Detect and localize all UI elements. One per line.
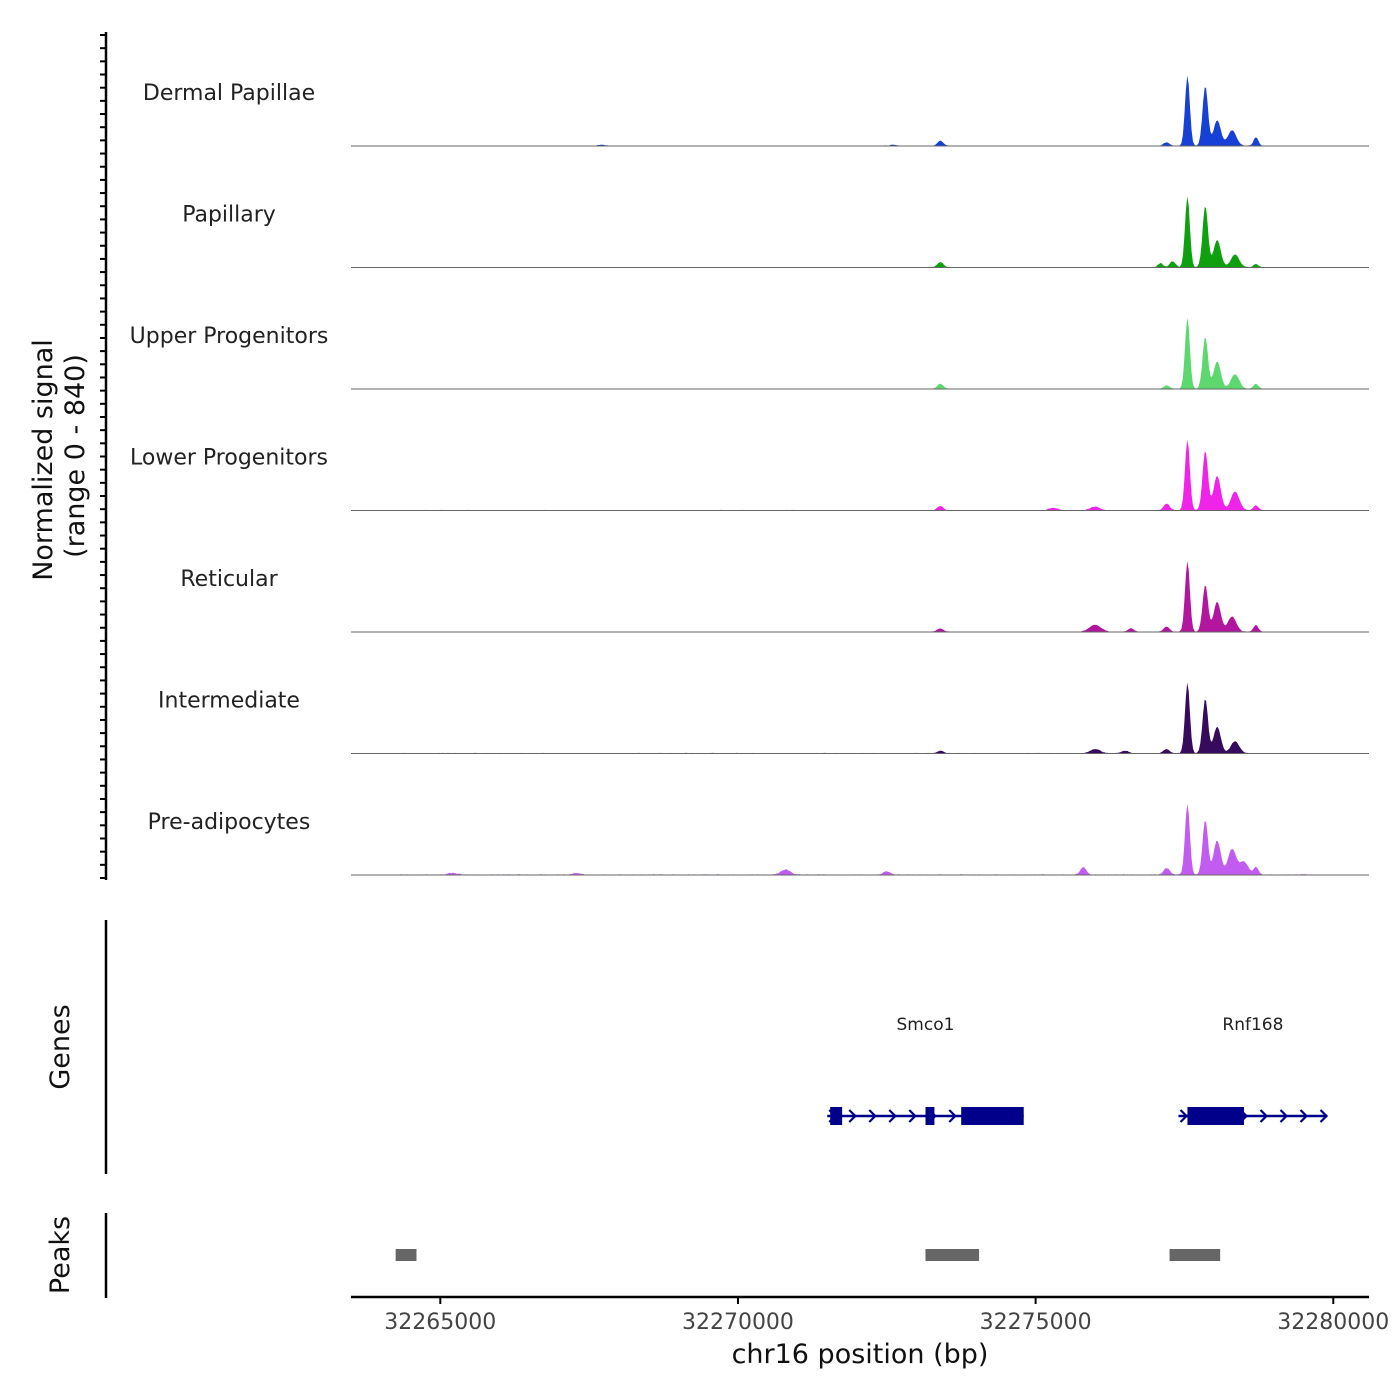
coverage-area <box>351 75 1369 146</box>
gene-label: Rnf168 <box>1222 1015 1283 1035</box>
coverage-area <box>351 439 1369 511</box>
peaks-label: Peaks <box>45 1216 76 1294</box>
gene-exon <box>1187 1107 1244 1125</box>
gene-exon <box>961 1107 1024 1125</box>
x-tick-label: 32270000 <box>682 1310 794 1335</box>
strand-arrow <box>868 1109 877 1123</box>
peak-region <box>925 1249 980 1261</box>
y-axis-range-label: (range 0 - 840) <box>60 354 91 558</box>
coverage-area <box>351 561 1369 632</box>
track-label: Papillary <box>182 203 276 228</box>
x-tick-label: 32265000 <box>384 1310 496 1335</box>
track-label: Dermal Papillae <box>143 81 315 106</box>
strand-arrow <box>1319 1109 1329 1123</box>
peaks-panel: Peaks <box>45 1213 1221 1298</box>
strand-arrow <box>848 1109 857 1123</box>
x-tick-label: 32275000 <box>980 1310 1092 1335</box>
track-label: Reticular <box>180 567 278 592</box>
track: Reticular <box>180 561 1369 633</box>
track: Upper Progenitors <box>130 317 1369 390</box>
coverage-area <box>351 196 1369 268</box>
strand-arrow <box>888 1109 897 1123</box>
track: Dermal Papillae <box>143 75 1369 147</box>
y-axis-label: Normalized signal <box>28 339 59 581</box>
strand-arrow <box>948 1109 957 1123</box>
strand-arrow <box>908 1109 917 1123</box>
coverage-y-ticks <box>100 34 106 879</box>
coverage-area <box>351 682 1369 754</box>
track: Intermediate <box>158 682 1369 754</box>
gene-exon <box>925 1107 935 1125</box>
x-ticks: 32265000 32270000 32275000 32280000 <box>384 1297 1389 1335</box>
x-axis-label: chr16 position (bp) <box>732 1339 989 1370</box>
peak-regions <box>395 1249 1221 1261</box>
strand-arrow <box>1259 1109 1269 1123</box>
x-axis: 32265000 32270000 32275000 32280000 chr16 p… <box>351 1295 1389 1370</box>
gene-models: Smco1 Rnf168 <box>827 1015 1329 1125</box>
peak-region <box>1169 1249 1221 1261</box>
strand-arrow <box>1179 1109 1189 1123</box>
track: Lower Progenitors <box>130 439 1369 511</box>
genes-label: Genes <box>45 1004 76 1089</box>
gene: Rnf168 <box>1178 1015 1329 1125</box>
track-label: Lower Progenitors <box>130 446 328 471</box>
x-tick-label: 32280000 <box>1277 1310 1389 1335</box>
coverage-panel: Dermal Papillae Papillary Upper Progenitor… <box>28 32 1369 880</box>
gene-label: Smco1 <box>897 1015 955 1035</box>
gene: Smco1 <box>827 1015 1024 1125</box>
tracks: Dermal Papillae Papillary Upper Progenitor… <box>130 75 1369 876</box>
track-label: Upper Progenitors <box>130 324 329 349</box>
gene-exon <box>830 1107 843 1125</box>
track-label: Intermediate <box>158 689 300 714</box>
strand-arrow <box>1299 1109 1309 1123</box>
peak-region <box>395 1249 417 1261</box>
coverage-area <box>351 803 1369 875</box>
track-label: Pre-adipocytes <box>148 810 311 835</box>
coverage-area <box>351 317 1369 389</box>
genes-panel: Genes Smco1 Rnf168 <box>45 920 1329 1174</box>
track: Pre-adipocytes <box>148 803 1369 876</box>
track: Papillary <box>182 196 1369 268</box>
strand-arrow <box>1279 1109 1289 1123</box>
